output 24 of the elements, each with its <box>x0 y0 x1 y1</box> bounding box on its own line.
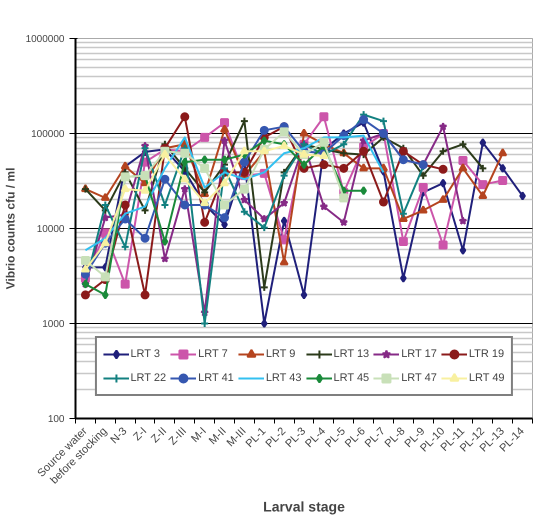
legend-label: LRT 3 <box>130 348 160 360</box>
legend-label: LRT 49 <box>468 372 505 384</box>
legend-label: LRT 9 <box>266 348 296 360</box>
legend-label: LTR 19 <box>468 348 504 360</box>
y-tick-label: 100000 <box>31 129 65 140</box>
legend-label: LRT 43 <box>266 372 302 384</box>
y-tick-label: 10000 <box>36 224 65 235</box>
y-tick-label: 1000 <box>42 319 65 330</box>
y-tick-label: 1000000 <box>26 34 65 45</box>
legend-label: LRT 17 <box>401 348 437 360</box>
legend-label: LRT 45 <box>334 372 370 384</box>
legend-label: LRT 22 <box>130 372 166 384</box>
x-tick-label: Z-III <box>166 425 190 448</box>
x-axis-title: Larval stage <box>263 498 346 515</box>
legend-label: LRT 41 <box>198 372 234 384</box>
y-tick-label: 100 <box>48 414 65 425</box>
legend-label: LRT 13 <box>334 348 370 360</box>
legend-label: LRT 7 <box>198 348 228 360</box>
x-tick-label: Z-II <box>149 425 170 446</box>
x-tick-label: N-3 <box>108 425 130 446</box>
x-tick-label: Z-I <box>131 425 150 444</box>
legend-label: LRT 47 <box>401 372 437 384</box>
x-tick-label: M-I <box>189 425 209 445</box>
y-axis-title: Vibrio counts cfu / ml <box>4 168 18 290</box>
